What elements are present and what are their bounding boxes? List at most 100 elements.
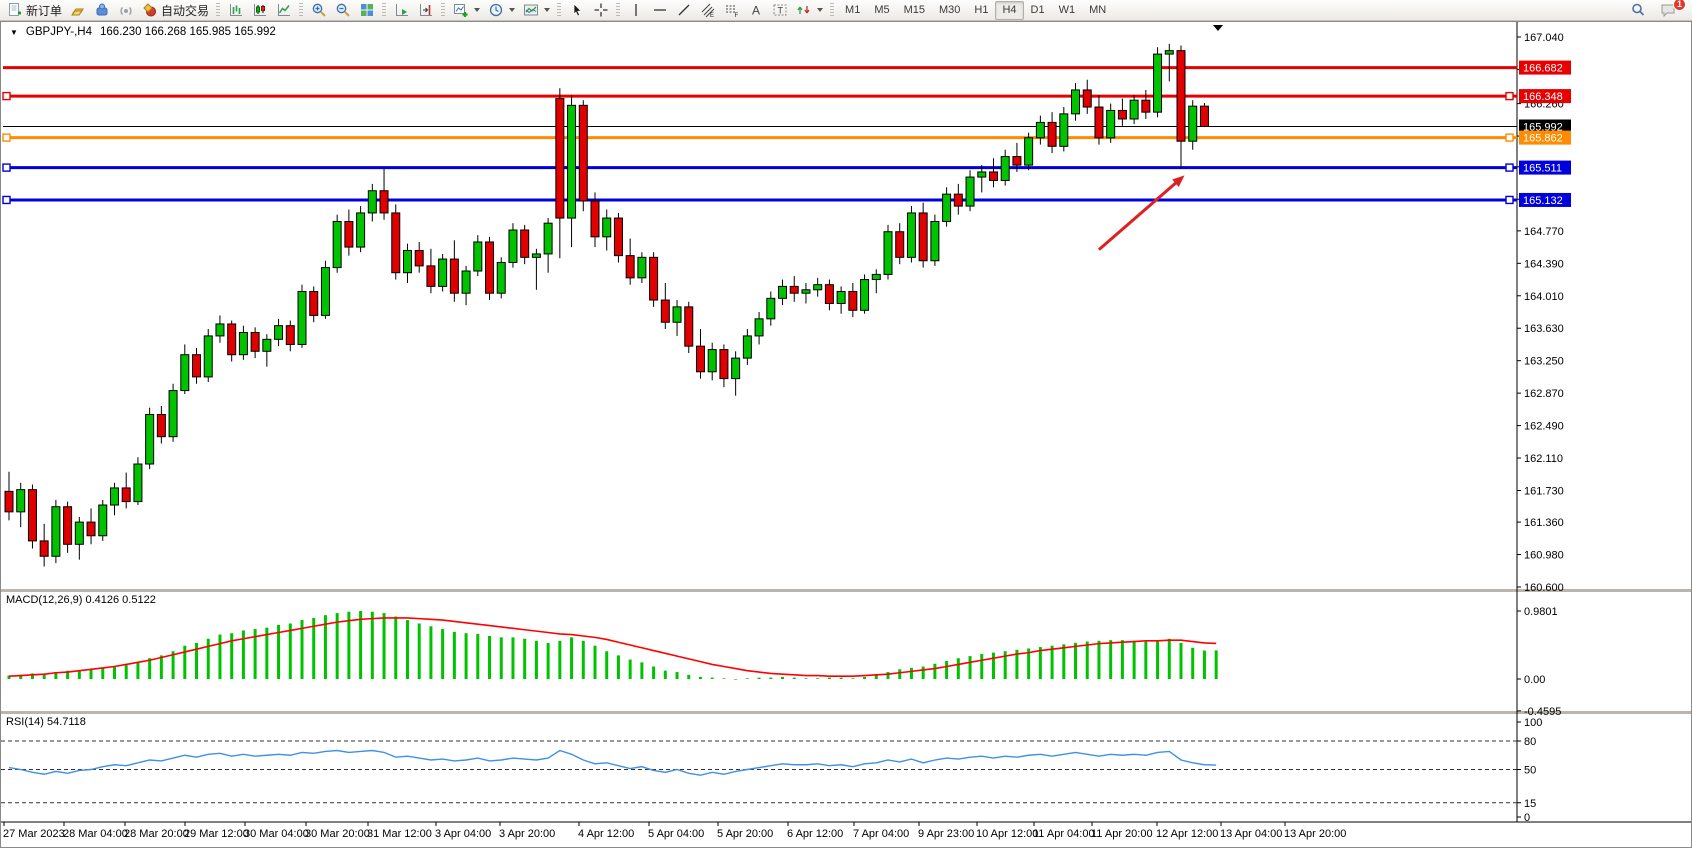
clock-icon — [488, 2, 504, 18]
price-tick-label: 161.360 — [1524, 517, 1564, 529]
line-chart-button[interactable] — [272, 1, 296, 20]
candle — [332, 220, 342, 269]
candlestick-chart-icon — [252, 2, 268, 18]
svg-text:E: E — [710, 13, 714, 18]
candle — [168, 390, 178, 438]
candle — [1106, 109, 1116, 139]
timeframe-mn-button[interactable]: MN — [1089, 4, 1107, 16]
line-anchor-handle[interactable] — [2, 91, 11, 101]
date-label: 12 Apr 12:00 — [1156, 828, 1218, 840]
new-order-label: 新订单 — [26, 3, 63, 18]
fibonacci-button[interactable]: F — [720, 1, 744, 20]
text-button[interactable]: A — [744, 1, 768, 20]
auto-trading-icon — [142, 2, 158, 18]
line-anchor-handle[interactable] — [2, 133, 11, 142]
macd-histogram-bar — [570, 637, 574, 679]
periods-button[interactable] — [484, 1, 519, 20]
expert-advisor-icon — [94, 2, 110, 18]
line-anchor-handle[interactable] — [1505, 195, 1514, 205]
line-anchor-handle[interactable] — [1505, 91, 1514, 101]
trend-arrow-head[interactable] — [1172, 175, 1185, 187]
timeframe-m30-button[interactable]: M30 — [939, 4, 961, 16]
new-order-button[interactable]: 新订单 — [3, 1, 66, 20]
macd-histogram-bar — [921, 666, 925, 679]
timeframe-w1-button[interactable]: W1 — [1058, 4, 1076, 16]
price-tick-label: 162.870 — [1524, 388, 1564, 400]
macd-histogram-bar — [781, 676, 785, 679]
collapse-triangle-icon[interactable]: ▼ — [10, 27, 18, 37]
shift-marker-icon[interactable] — [1213, 25, 1223, 31]
auto-scroll-button[interactable] — [390, 1, 414, 20]
line-anchor-handle[interactable] — [1505, 163, 1514, 172]
bar-chart-button[interactable] — [224, 1, 248, 20]
chart-shift-button[interactable] — [414, 1, 438, 20]
candle — [836, 291, 846, 304]
chart-window[interactable]: ▼ GBPJPY-,H4 166.230 166.268 165.985 165… — [0, 21, 1692, 848]
notifications-button[interactable]: 1 — [1656, 0, 1686, 20]
date-label: 28 Mar 20:00 — [124, 828, 189, 840]
timeframe-m1-button[interactable]: M1 — [845, 4, 861, 16]
zoom-in-button[interactable] — [307, 1, 331, 20]
pane-separator[interactable] — [1, 711, 1691, 714]
candle — [813, 284, 823, 291]
candle — [953, 193, 963, 207]
candle — [86, 521, 96, 537]
candlestick-chart-button[interactable] — [248, 1, 272, 20]
tile-windows-button[interactable] — [355, 1, 379, 20]
pane-separator[interactable] — [1, 589, 1691, 592]
macd-histogram-bar — [616, 655, 620, 679]
zoom-out-icon — [335, 2, 351, 18]
timeframe-h1-button[interactable]: H1 — [974, 4, 989, 16]
timeframe-h4-button[interactable]: H4 — [995, 0, 1024, 20]
candle — [1141, 99, 1151, 113]
candle — [918, 212, 928, 262]
macd-histogram-bar — [89, 669, 93, 679]
macd-histogram-bar — [488, 635, 492, 679]
candle — [567, 104, 577, 219]
crosshair-button[interactable] — [589, 1, 613, 20]
macd-histogram-bar — [54, 672, 58, 679]
indicators-button[interactable] — [449, 1, 484, 20]
chart-canvas[interactable]: 167.040166.660166.260165.880165.520165.1… — [1, 22, 1691, 847]
trend-arrow[interactable] — [1097, 179, 1180, 251]
cursor-button[interactable] — [565, 1, 589, 20]
rsi-name: RSI(14) — [6, 716, 44, 728]
signal-button[interactable] — [114, 1, 138, 20]
expert-advisor-button[interactable] — [90, 1, 114, 20]
macd-histogram-bar — [792, 677, 796, 679]
vertical-line-button[interactable] — [624, 1, 648, 20]
new-order-icon — [7, 2, 23, 18]
trendline-icon — [676, 2, 692, 18]
candle — [848, 291, 858, 311]
candle — [402, 250, 412, 274]
horizontal-line-button[interactable] — [648, 1, 672, 20]
macd-histogram-bar — [898, 669, 902, 679]
templates-button[interactable] — [519, 1, 554, 20]
arrows-button[interactable] — [792, 1, 827, 20]
auto-trading-button[interactable]: 自动交易 — [138, 1, 213, 20]
line-anchor-handle[interactable] — [1505, 133, 1514, 142]
candle — [719, 349, 729, 380]
line-anchor-handle[interactable] — [2, 195, 11, 205]
candle — [824, 284, 834, 304]
search-button[interactable] — [1626, 1, 1650, 20]
macd-histogram-bar — [769, 677, 773, 679]
macd-histogram-bar — [698, 676, 702, 679]
channel-button[interactable]: E — [696, 1, 720, 20]
timeframe-m5-button[interactable]: M5 — [874, 4, 890, 16]
text-label-icon: T — [772, 2, 788, 18]
trendline-button[interactable] — [672, 1, 696, 20]
macd-histogram-bar — [523, 638, 527, 679]
rsi-scale-label: 80 — [1524, 736, 1536, 748]
timeframe-m15-button[interactable]: M15 — [903, 4, 925, 16]
line-anchor-handle[interactable] — [2, 163, 11, 172]
text-label-button[interactable]: T — [768, 1, 792, 20]
timeframe-d1-button[interactable]: D1 — [1030, 4, 1045, 16]
candle — [297, 291, 307, 345]
zoom-out-button[interactable] — [331, 1, 355, 20]
candle — [801, 289, 811, 294]
macd-histogram-bar — [206, 638, 210, 679]
search-icon — [1630, 2, 1646, 18]
gold-button[interactable] — [66, 1, 90, 20]
macd-scale-label: -0.4595 — [1524, 706, 1561, 718]
